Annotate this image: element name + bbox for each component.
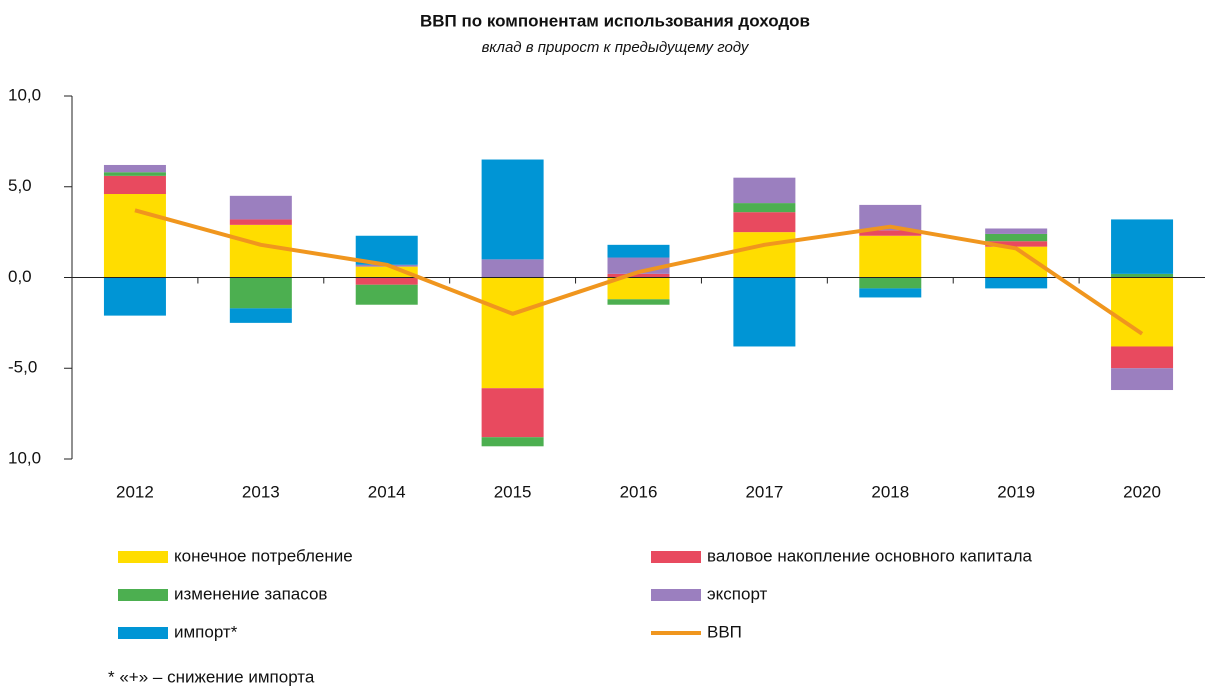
bar-segment bbox=[985, 277, 1048, 289]
legend-swatch bbox=[651, 589, 701, 601]
x-tick-label: 2012 bbox=[116, 482, 154, 501]
bar-segment bbox=[607, 299, 670, 305]
bar-segment bbox=[607, 273, 670, 278]
bar-segment bbox=[481, 437, 544, 447]
x-tick-label: 2015 bbox=[494, 482, 532, 501]
bar-segment bbox=[481, 277, 544, 389]
bar-segment bbox=[1111, 273, 1174, 278]
y-tick-label: 5,0 bbox=[8, 176, 32, 195]
chart-title: ВВП по компонентам использования доходов bbox=[420, 11, 810, 30]
bar-segment bbox=[1111, 346, 1174, 369]
bar-segment bbox=[733, 177, 796, 204]
y-tick-label: -5,0 bbox=[8, 358, 37, 377]
x-tick-label: 2016 bbox=[620, 482, 658, 501]
y-tick-label: 0,0 bbox=[8, 267, 32, 286]
chart-subtitle: вклад в прирост к предыдущему году bbox=[482, 39, 750, 56]
x-tick-label: 2013 bbox=[242, 482, 280, 501]
bar-segment bbox=[103, 175, 166, 195]
bar-segment bbox=[859, 288, 922, 298]
x-tick-label: 2018 bbox=[871, 482, 909, 501]
legend-label: экспорт bbox=[707, 584, 768, 603]
bar-segment bbox=[985, 241, 1048, 247]
bar-segment bbox=[229, 308, 292, 323]
bar-segment bbox=[733, 212, 796, 233]
y-tick-label: 10,0 bbox=[8, 85, 41, 104]
bar-segment bbox=[103, 277, 166, 316]
bar-segment bbox=[859, 277, 922, 289]
bar-segment bbox=[229, 195, 292, 220]
footnote: * «+» – снижение импорта bbox=[108, 667, 315, 686]
x-tick-label: 2014 bbox=[368, 482, 406, 501]
legend-label: валовое накопление основного капитала bbox=[707, 546, 1033, 565]
bar-segment bbox=[103, 164, 166, 173]
x-tick-label: 2020 bbox=[1123, 482, 1161, 501]
bar-segment bbox=[985, 228, 1048, 234]
bar-segment bbox=[355, 266, 418, 278]
bar-segment bbox=[481, 388, 544, 438]
bar-segment bbox=[355, 277, 418, 285]
bar-segment bbox=[229, 224, 292, 278]
bar-segment bbox=[1111, 219, 1174, 274]
legend-label: ВВП bbox=[707, 622, 742, 641]
bar-segment bbox=[1111, 368, 1174, 391]
bar-segment bbox=[1111, 277, 1174, 347]
bar-segment bbox=[607, 277, 670, 300]
bar-segment bbox=[355, 284, 418, 305]
legend-label: конечное потребление bbox=[174, 546, 353, 565]
legend-swatch bbox=[118, 627, 168, 639]
bar-segment bbox=[103, 194, 166, 278]
bar-segment bbox=[481, 159, 544, 260]
legend-swatch bbox=[651, 551, 701, 563]
x-tick-label: 2017 bbox=[745, 482, 783, 501]
bar-segment bbox=[985, 233, 1048, 242]
legend-label: импорт* bbox=[174, 622, 238, 641]
bar-segment bbox=[481, 259, 544, 278]
bar-segment bbox=[733, 277, 796, 347]
bar-segment bbox=[859, 235, 922, 278]
legend-swatch bbox=[118, 589, 168, 601]
bar-segment bbox=[229, 277, 292, 309]
bar-segment bbox=[229, 219, 292, 225]
bar-segment bbox=[859, 230, 922, 236]
y-tick-label: 10,0 bbox=[8, 448, 41, 467]
gdp-line bbox=[134, 208, 1144, 336]
legend-label: изменение запасов bbox=[174, 584, 327, 603]
x-tick-label: 2019 bbox=[997, 482, 1035, 501]
bar-segment bbox=[607, 244, 670, 258]
bar-segment bbox=[733, 203, 796, 213]
bar-segment bbox=[103, 172, 166, 176]
legend-swatch bbox=[118, 551, 168, 563]
bar-segment bbox=[733, 232, 796, 278]
